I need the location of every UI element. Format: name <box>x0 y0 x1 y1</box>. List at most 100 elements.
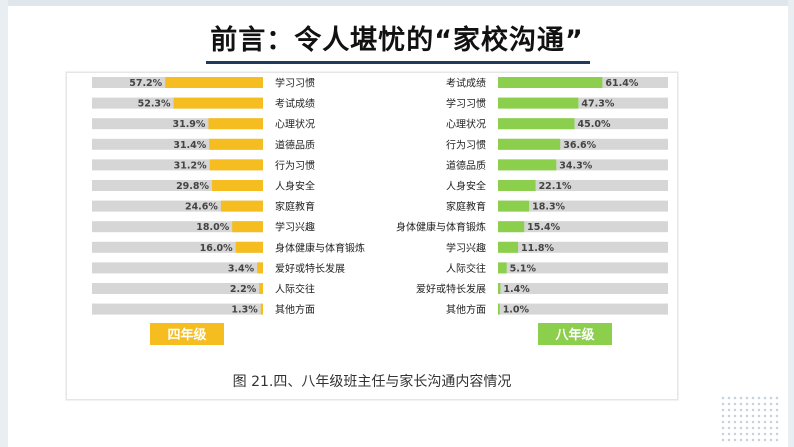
grade4-track <box>92 200 263 212</box>
grade4-category-label: 人际交往 <box>275 283 315 296</box>
title-area: 前言：令人堪忧的“家校沟通” <box>0 18 794 61</box>
grade4-value-label: 1.3% <box>231 305 258 316</box>
grade8-category-label: 身体健康与体育锻炼 <box>396 221 486 234</box>
grade8-bar <box>498 262 507 274</box>
grade4-category-label: 爱好或特长发展 <box>275 262 345 275</box>
grade8-value-label: 1.0% <box>503 305 530 316</box>
grade8-track <box>498 283 668 294</box>
grade8-value-label: 45.0% <box>578 119 611 130</box>
grade4-value-label: 16.0% <box>200 243 233 254</box>
grade4-category-label: 行为习惯 <box>275 159 315 172</box>
grade8-track <box>498 221 668 233</box>
grade8-bar <box>498 77 603 88</box>
grade8-badge-label: 八年级 <box>554 327 595 343</box>
grade8-value-label: 47.3% <box>581 99 614 110</box>
grade8-value-label: 61.4% <box>605 78 638 89</box>
grade8-track <box>498 118 668 130</box>
grade4-value-label: 31.2% <box>174 160 207 171</box>
grade4-value-label: 52.3% <box>138 99 171 110</box>
grade4-bar <box>209 138 263 150</box>
grade4-category-label: 学习兴趣 <box>275 221 315 234</box>
grade8-chart: 61.4% 考试成绩 47.3% 学习习惯 45.0% 心理状况 36.6% 行为习惯 34.3… <box>396 77 668 316</box>
grade4-category-label: 心理状况 <box>275 118 315 131</box>
grade8-track <box>498 180 668 191</box>
grade4-track <box>92 159 263 171</box>
grade8-bar <box>498 303 500 315</box>
grade4-track <box>92 180 263 191</box>
grade4-bar <box>257 262 263 274</box>
grade8-category-label: 学习兴趣 <box>446 241 486 254</box>
grade4-value-label: 3.4% <box>228 263 255 274</box>
grade8-badge <box>538 323 612 345</box>
grade4-category-label: 学习习惯 <box>275 77 315 90</box>
grade8-category-label: 其他方面 <box>446 303 486 316</box>
grade4-category-label: 道德品质 <box>275 138 315 151</box>
grade8-value-label: 34.3% <box>559 160 592 171</box>
grade4-value-label: 31.9% <box>172 119 205 130</box>
figure-caption: 图 21.四、八年级班主任与家长沟通内容情况 <box>233 373 512 390</box>
page-title: 前言：令人堪忧的“家校沟通” <box>210 25 584 56</box>
grade4-value-label: 31.4% <box>173 140 206 151</box>
grade-badges: 四年级 八年级 <box>150 323 612 345</box>
grade8-track <box>498 138 668 150</box>
decorative-dot-grid <box>720 395 780 443</box>
grade8-category-label: 爱好或特长发展 <box>416 283 486 296</box>
grade8-bar <box>498 138 561 150</box>
grade4-value-label: 18.0% <box>196 222 229 233</box>
grade8-bar <box>498 221 525 233</box>
grade8-value-label: 11.8% <box>521 243 554 254</box>
grade4-badge-label: 四年级 <box>167 327 207 343</box>
grade4-track <box>92 262 263 274</box>
grade4-category-label: 考试成绩 <box>275 97 315 110</box>
grade8-category-label: 心理状况 <box>446 118 486 131</box>
grade8-category-label: 人身安全 <box>446 180 486 193</box>
grade8-track <box>498 303 668 315</box>
grade8-bar <box>498 283 501 294</box>
grade4-track <box>92 283 263 294</box>
grade8-track <box>498 241 668 253</box>
grade4-track <box>92 138 263 150</box>
grade4-bar <box>220 200 263 212</box>
grade8-category-label: 家庭教育 <box>446 200 486 213</box>
grade8-value-label: 22.1% <box>539 181 572 192</box>
grade4-track <box>92 241 263 253</box>
grade8-bar <box>498 97 579 109</box>
grade8-value-label: 1.4% <box>503 284 530 295</box>
grade4-value-label: 29.8% <box>176 181 209 192</box>
grade8-category-label: 道德品质 <box>446 159 486 172</box>
grade4-category-label: 人身安全 <box>275 180 315 193</box>
grade8-track <box>498 97 668 109</box>
grade4-bar <box>165 77 263 88</box>
grade8-bar <box>498 241 519 253</box>
grade4-bar <box>208 118 263 130</box>
grade8-category-label: 学习习惯 <box>446 97 486 110</box>
grade4-value-label: 57.2% <box>129 78 162 89</box>
grade4-track <box>92 118 263 130</box>
grade4-track <box>92 221 263 233</box>
grade8-bar <box>498 180 536 191</box>
grade8-category-label: 人际交往 <box>446 262 486 275</box>
grade4-chart: 57.2% 学习习惯 52.3% 考试成绩 31.9% 心理状况 31.4% 道德品质 31.2… <box>92 77 365 316</box>
grade8-category-label: 行为习惯 <box>446 138 486 151</box>
grade4-category-label: 家庭教育 <box>275 200 315 213</box>
grade4-value-label: 2.2% <box>230 284 257 295</box>
grade4-track <box>92 303 263 315</box>
left-frame-strip <box>0 0 8 447</box>
grade4-bar <box>259 283 263 294</box>
grade4-value-label: 24.6% <box>185 202 218 213</box>
grade4-bar <box>209 159 263 171</box>
grade4-bar <box>260 303 263 315</box>
grade4-badge <box>150 323 224 345</box>
grade4-category-label: 身体健康与体育锻炼 <box>275 241 365 254</box>
grade8-bar <box>498 159 557 171</box>
grade8-value-label: 18.3% <box>532 202 565 213</box>
grade8-value-label: 5.1% <box>510 263 537 274</box>
right-frame-strip <box>788 0 794 447</box>
grade8-track <box>498 262 668 274</box>
grade8-category-label: 考试成绩 <box>446 77 486 90</box>
title-underline <box>206 61 590 64</box>
grade8-value-label: 15.4% <box>527 222 560 233</box>
grade4-bar <box>173 97 263 109</box>
grade8-track <box>498 159 668 171</box>
